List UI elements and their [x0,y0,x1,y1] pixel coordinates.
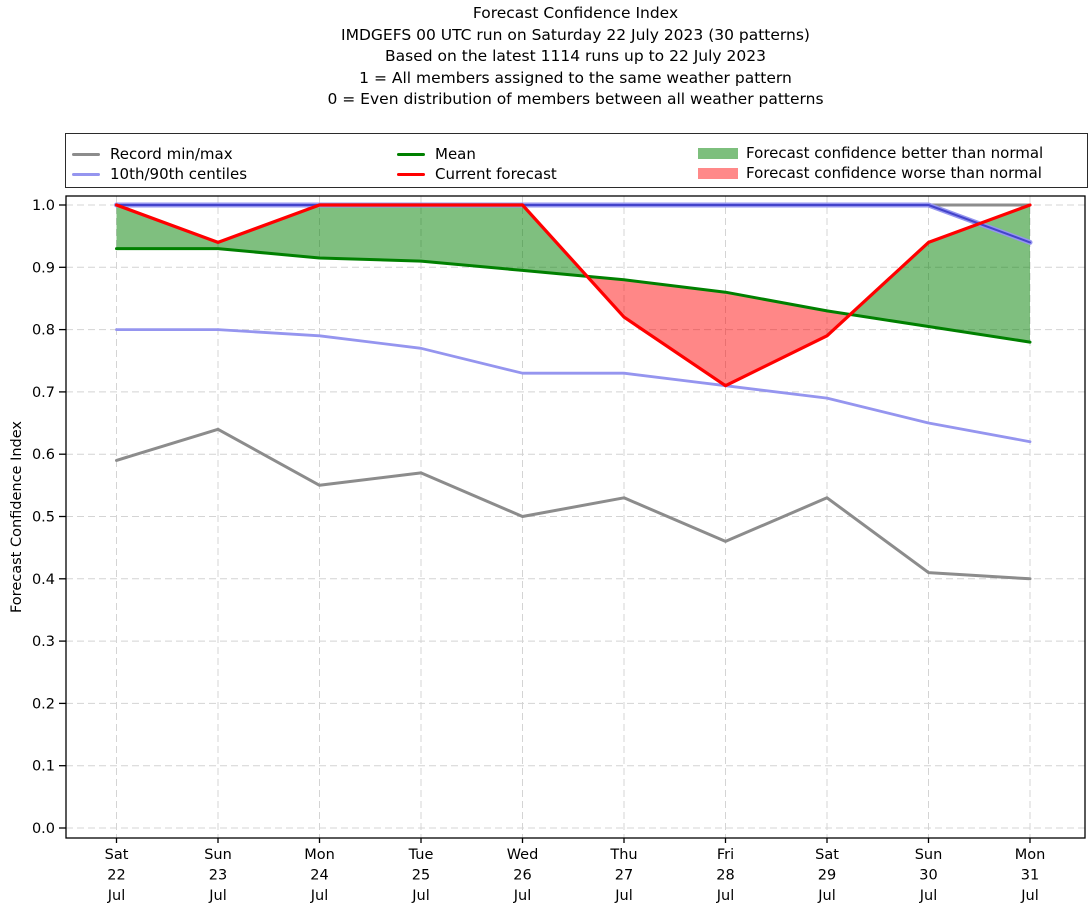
x-tick-label: Tue [408,847,434,863]
legend-label-better-than-normal: Forecast confidence better than normal [746,144,1044,162]
x-tick-label: Wed [507,847,539,863]
x-tick-label: Jul [411,888,430,904]
chart-title-line-4: 1 = All members assigned to the same wea… [359,68,792,87]
x-tick-label: 24 [310,868,328,884]
x-tick-label: 23 [209,868,227,884]
mean-line-swatch [397,152,425,156]
fill-better-than-normal [850,205,1030,343]
y-tick-label: 0.9 [32,260,55,276]
legend-label-record-minmax: Record min/max [110,145,233,163]
y-tick-label: 0.8 [32,323,55,339]
x-tick-label: 31 [1021,868,1039,884]
legend-entry-centiles: 10th/90th centiles [72,165,247,183]
x-tick-label: Sat [105,847,129,863]
x-tick-label: 30 [919,868,937,884]
legend-entry-worse-than-normal: Forecast confidence worse than normal [698,164,1042,182]
worse-than-normal-patch-swatch [698,167,738,179]
legend-entry-record-minmax: Record min/max [72,145,233,163]
x-tick-label: 22 [107,868,125,884]
x-tick-label: Sat [815,847,839,863]
better-than-normal-patch-swatch [698,147,738,159]
x-tick-label: Jul [1020,888,1039,904]
x-tick-label: 26 [513,868,531,884]
x-tick-label: Mon [304,847,335,863]
chart-title-line-1: Forecast Confidence Index [472,4,679,22]
y-tick-label: 0.0 [32,821,55,837]
chart-title-line-3: Based on the latest 1114 runs up to 22 J… [385,47,766,65]
x-tick-label: Sun [204,847,232,863]
x-tick-label: Thu [609,847,637,863]
legend-label-worse-than-normal: Forecast confidence worse than normal [746,164,1042,182]
series-current-forecast [114,203,1032,388]
legend-label-centiles: 10th/90th centiles [110,165,248,183]
x-tick-label: Jul [513,888,532,904]
series-mean [115,247,1032,344]
y-tick-label: 0.5 [32,510,55,526]
y-tick-label: 0.1 [32,759,55,775]
x-tick-label: 29 [818,868,836,884]
legend-entry-better-than-normal: Forecast confidence better than normal [698,144,1043,162]
current-forecast-line-swatch [397,172,425,176]
series-90th-centile-overlay [115,204,1031,244]
y-tick-label: 0.3 [32,634,55,650]
x-tick-label: 28 [716,868,734,884]
x-tick-label: Jul [208,888,227,904]
y-tick-label: 0.7 [32,385,55,401]
legend-entry-current-forecast: Current forecast [397,165,557,183]
x-tick-label: Sun [915,847,943,863]
chart-title-line-5: 0 = Even distribution of members between… [327,90,824,108]
fill-better-than-normal [116,205,588,277]
x-tick-label: Mon [1015,847,1046,863]
centiles-line-swatch [72,172,100,176]
x-tick-label: Jul [107,888,126,904]
chart-title-block: Forecast Confidence Index IMDGEFS 00 UTC… [66,3,1085,111]
legend: Record min/max 10th/90th centiles Mean C… [65,133,1088,188]
y-tick-label: 0.4 [32,572,55,588]
legend-entry-mean: Mean [397,145,476,163]
legend-label-current-forecast: Current forecast [435,165,557,183]
legend-label-mean: Mean [435,145,476,163]
record-minmax-line-swatch [72,152,100,156]
x-tick-label: Jul [716,888,735,904]
y-tick-label: 1.0 [32,198,55,214]
x-tick-label: Jul [310,888,329,904]
chart-title-line-2: IMDGEFS 00 UTC run on Saturday 22 July 2… [341,25,810,44]
x-tick-label: Fri [717,847,734,863]
y-tick-label: 0.6 [32,447,55,463]
y-tick-label: 0.2 [32,696,55,712]
x-tick-label: 27 [615,868,633,884]
x-tick-label: Jul [919,888,938,904]
x-tick-label: Jul [614,888,633,904]
series-record-min [115,427,1032,581]
x-tick-label: 25 [412,868,430,884]
x-tick-label: Jul [817,888,836,904]
series-10th-centile [115,328,1032,444]
